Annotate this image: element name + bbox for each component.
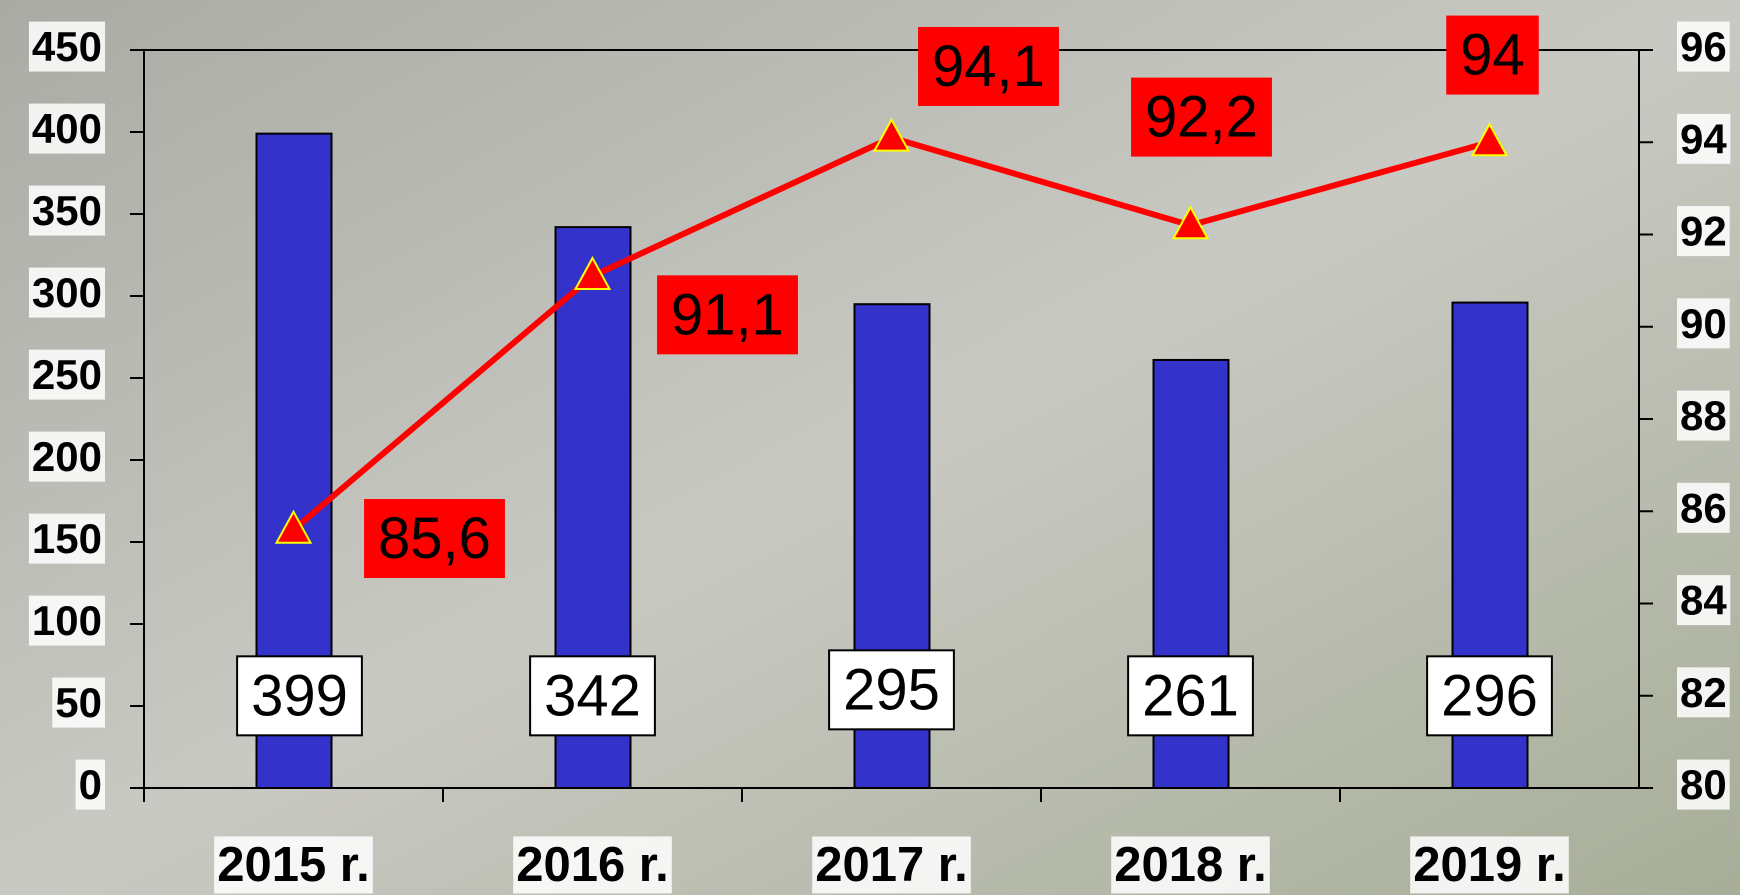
bar-value-label: 342	[544, 663, 641, 728]
y2-tick-label: 90	[1680, 300, 1727, 347]
y-tick-label: 250	[32, 351, 102, 398]
y2-tick-label: 82	[1680, 669, 1727, 716]
page: 0 50 100 150 200 250 300 350 400 450 80 82 84 86 88 90 9…	[0, 0, 1740, 895]
bar-value-label: 261	[1142, 663, 1239, 728]
y-tick-label: 0	[79, 761, 102, 808]
y2-tick-label: 96	[1680, 23, 1727, 70]
line-value-label: 94	[1460, 23, 1525, 88]
y2-tick-label: 80	[1680, 761, 1727, 808]
x-tick-label: 2018 r.	[1114, 838, 1267, 892]
y-tick-label: 50	[55, 679, 102, 726]
x-tick-label: 2019 r.	[1413, 838, 1566, 892]
y-tick-label: 200	[32, 433, 102, 480]
x-tick-label: 2016 r.	[516, 838, 669, 892]
y-tick-label: 100	[32, 597, 102, 644]
bar-value-label: 296	[1441, 663, 1538, 728]
y2-tick-label: 84	[1680, 577, 1727, 624]
line-value-label: 94,1	[932, 34, 1045, 99]
chart: 0 50 100 150 200 250 300 350 400 450 80 82 84 86 88 90 9…	[0, 0, 1740, 895]
line-value-label: 85,6	[378, 506, 491, 571]
bar-value-label: 399	[251, 663, 348, 728]
line-value-label: 92,2	[1145, 85, 1258, 150]
y2-tick-label: 88	[1680, 392, 1727, 439]
x-tick-label: 2017 r.	[815, 838, 968, 892]
bar-value-label: 295	[843, 657, 940, 722]
y-tick-label: 450	[32, 23, 102, 70]
y-tick-label: 350	[32, 187, 102, 234]
y-tick-label: 150	[32, 515, 102, 562]
y2-tick-label: 86	[1680, 484, 1727, 531]
line-value-label: 91,1	[671, 282, 784, 347]
y2-tick-label: 92	[1680, 208, 1727, 255]
x-tick-label: 2015 r.	[217, 838, 370, 892]
y2-tick-label: 94	[1680, 115, 1727, 162]
y-tick-label: 400	[32, 105, 102, 152]
y-tick-label: 300	[32, 269, 102, 316]
